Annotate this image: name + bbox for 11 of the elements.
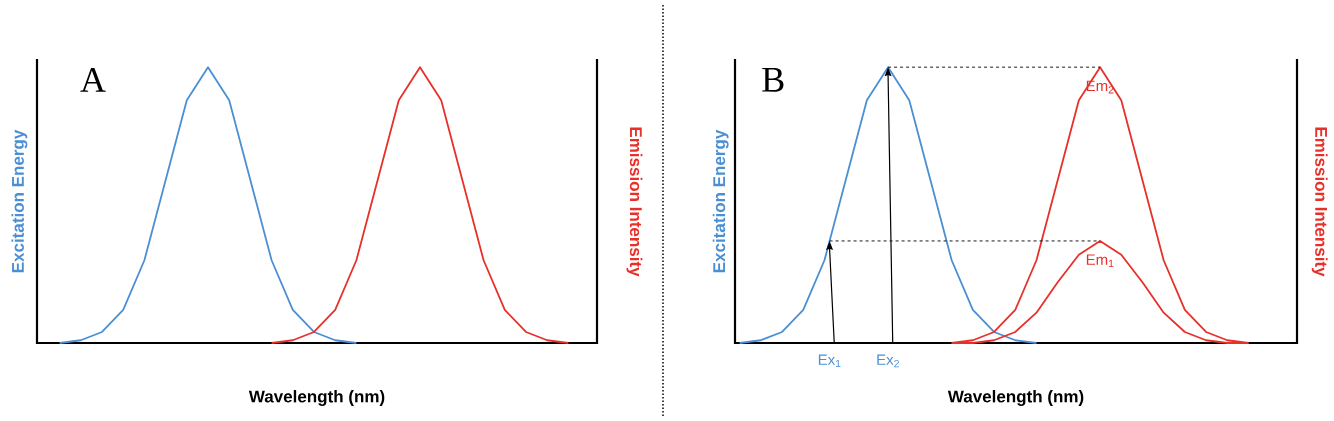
x-axis-title: Wavelength (nm)	[248, 390, 385, 406]
y2-axis-title: Emission Intensity	[1311, 127, 1328, 277]
chart-title: B	[762, 67, 784, 92]
y-axis-title: Excitation Energy	[11, 129, 28, 273]
x-axis-title: Wavelength (nm)	[947, 390, 1084, 406]
text: Ex$_{2}$	[877, 354, 899, 368]
y2-axis-title: Emission Intensity	[626, 127, 643, 277]
series-label: Em$_{1}$	[1086, 254, 1114, 268]
y-axis-title: Excitation Energy	[712, 129, 729, 273]
text: Ex$_{1}$	[818, 354, 841, 368]
chart-title: A	[80, 67, 106, 92]
